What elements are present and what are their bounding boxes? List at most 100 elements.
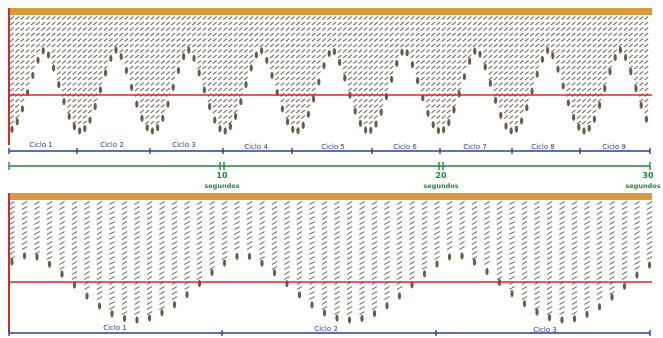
cilium-tip [510, 289, 514, 298]
cilium-segment [534, 301, 540, 305]
cilium-segment [271, 256, 278, 260]
cilium-segment [396, 241, 403, 245]
cilium-segment [221, 251, 228, 255]
cilium-segment [546, 201, 553, 205]
cilium-segment [334, 241, 340, 245]
cilium-segment [15, 87, 20, 92]
cilium-segment [509, 16, 514, 20]
cilium-segment [576, 27, 581, 31]
cilium-segment [467, 43, 472, 48]
cilium-segment [51, 16, 56, 20]
cilium-segment [451, 65, 457, 70]
cilium-segment [373, 21, 379, 26]
cilium-segment [587, 21, 592, 26]
cilium-segment [514, 49, 519, 53]
cilium-segment [212, 71, 217, 75]
cilium-segment [342, 21, 347, 26]
cilium-segment [217, 65, 223, 70]
cilium-segment [609, 246, 615, 250]
cilium-segment [96, 261, 103, 265]
cilium-tip [249, 64, 253, 72]
cilium-segment [371, 286, 378, 290]
cilium-segment [358, 54, 363, 59]
cilium-segment [646, 241, 653, 245]
cilium-segment [373, 65, 379, 70]
cilium-segment [301, 104, 306, 108]
cilium-segment [540, 38, 545, 42]
cilium-segment [165, 38, 171, 42]
cilium-segment [82, 38, 87, 42]
cilium-segment [581, 76, 587, 81]
cilium-segment [234, 211, 240, 215]
cilium-segment [202, 60, 207, 64]
cilium-segment [238, 87, 243, 92]
cilium-segment [488, 60, 493, 64]
cilium-segment [399, 21, 405, 26]
cilium-segment [321, 221, 328, 225]
cilium-segment [223, 82, 228, 86]
cilium-segment [271, 261, 278, 265]
cilium-segment [566, 21, 571, 26]
cilium-segment [9, 71, 15, 75]
cilium-segment [134, 54, 139, 59]
cilium-segment [359, 311, 365, 315]
cilium-segment [306, 27, 311, 31]
cilium-segment [363, 76, 368, 81]
cilium-segment [446, 241, 453, 245]
cilium-segment [561, 54, 566, 59]
cilium-segment [446, 76, 451, 81]
cilium-segment [285, 109, 290, 114]
cilium-segment [145, 32, 150, 37]
cilium-segment [51, 54, 56, 59]
cilium-segment [321, 38, 327, 42]
cilium-segment [155, 54, 160, 59]
cilium-segment [41, 21, 46, 26]
cilium-segment [82, 98, 87, 103]
cilium-segment [373, 104, 379, 108]
cilium-segment [109, 221, 115, 225]
cilium-segment [212, 82, 217, 86]
cilium-segment [431, 32, 436, 37]
cilium-segment [290, 87, 295, 92]
cilium-segment [171, 32, 176, 37]
cilium-tip [322, 309, 327, 317]
cilium-segment [639, 32, 644, 37]
cilium-segment [82, 54, 87, 59]
cilium-segment [233, 43, 238, 48]
cilium-segment [84, 211, 90, 215]
cilium-segment [596, 251, 603, 255]
cilium-segment [596, 266, 603, 270]
cilium-segment [212, 16, 217, 20]
cilium-segment [82, 21, 87, 26]
cilium-segment [20, 54, 25, 59]
cilium-segment [368, 109, 373, 114]
cilium-segment [535, 27, 540, 31]
top-cycle-8-label: Ciclo 8 [531, 143, 555, 151]
cilium-segment [359, 276, 365, 280]
cilium-segment [384, 221, 390, 225]
cilium-segment [363, 49, 368, 53]
cilium-segment [596, 226, 603, 230]
cilium-segment [264, 38, 269, 42]
cilium-segment [498, 98, 503, 103]
cilium-segment [347, 65, 353, 70]
cilium-segment [41, 16, 46, 20]
top-panel: Ciclo 1 Ciclo 2 Ciclo 3 Ciclo 4 Ciclo 5 … [8, 8, 661, 190]
cilium-segment [446, 246, 453, 250]
cilium-segment [503, 87, 509, 92]
cilium-segment [96, 226, 103, 230]
cilium-segment [275, 21, 280, 26]
cilium-segment [399, 32, 405, 37]
cilium-segment [634, 236, 640, 240]
cilium-segment [596, 241, 603, 245]
cilium-segment [155, 16, 160, 20]
cilium-segment [84, 236, 90, 240]
cilium-segment [421, 236, 428, 240]
cilium-segment [379, 104, 384, 108]
top-cycle-2-label: Ciclo 2 [100, 141, 124, 149]
cilium-segment [61, 87, 67, 92]
cilium-segment [503, 49, 509, 53]
cilium-tip [41, 47, 45, 55]
cilium-segment [546, 311, 553, 315]
cilium-segment [160, 16, 165, 20]
